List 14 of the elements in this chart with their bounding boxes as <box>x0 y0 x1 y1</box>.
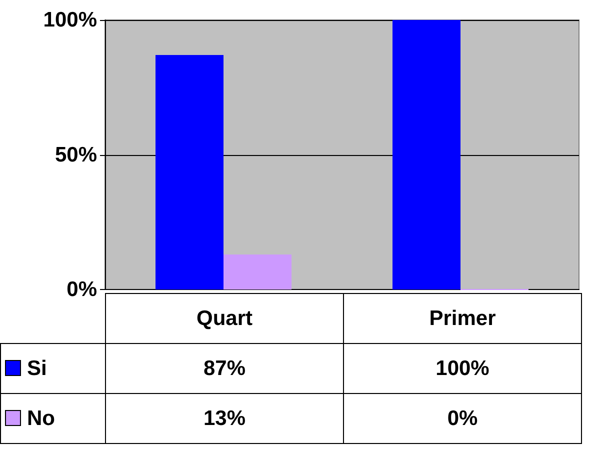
data-label: 0% <box>344 394 582 444</box>
data-label: 87% <box>106 344 344 394</box>
data-label: 13% <box>106 394 344 444</box>
bar <box>392 20 460 290</box>
x-tick-label: Quart <box>106 294 344 344</box>
bar <box>224 254 292 290</box>
legend-label: No <box>0 394 106 444</box>
y-tick-label: 0% <box>66 278 98 301</box>
data-label: 100% <box>344 344 582 394</box>
bar <box>156 55 224 290</box>
y-tick-label: 50% <box>54 143 98 166</box>
y-tick-label: 100% <box>43 8 98 32</box>
x-tick-label: Primer <box>344 294 582 344</box>
legend-label: Si <box>0 344 106 394</box>
